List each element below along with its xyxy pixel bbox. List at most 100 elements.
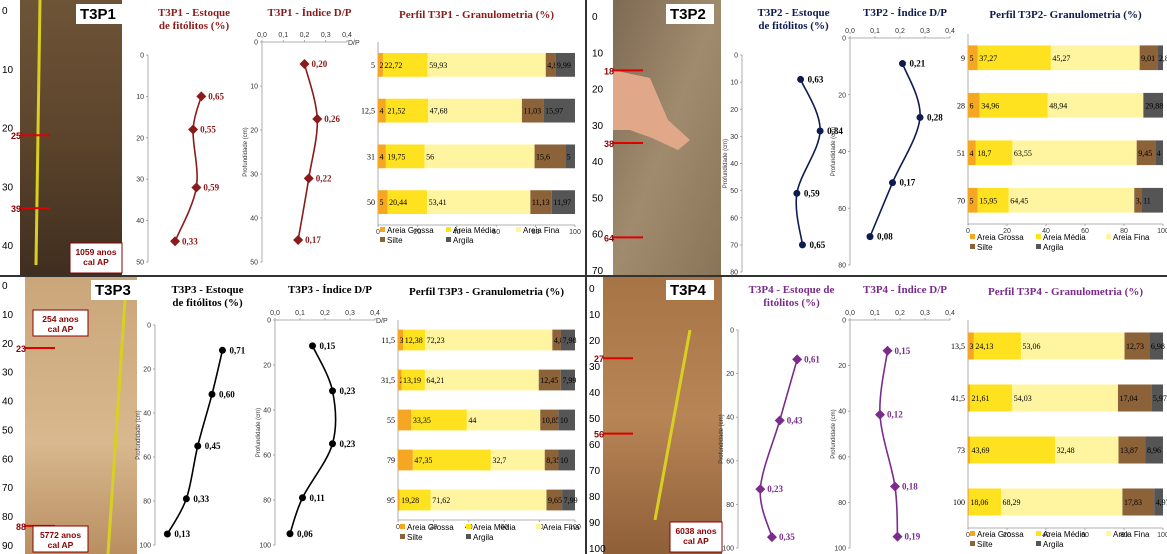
bar-label: 17,83 xyxy=(1124,498,1142,507)
age-label: 1059 anos xyxy=(75,247,116,257)
legend-label: Areia Fina xyxy=(523,226,560,235)
legend-label: Areia Fina xyxy=(1113,530,1150,539)
legend-swatch xyxy=(1036,234,1041,239)
category-label: 55 xyxy=(387,416,395,425)
x-tick-label: 20 xyxy=(414,229,422,236)
bar-label: 4,87 xyxy=(554,336,568,345)
bar-label: 9,65 xyxy=(548,496,562,505)
x-tick-label: 0,3 xyxy=(345,310,355,317)
data-point xyxy=(218,346,226,354)
legend-label: Areia Média xyxy=(1043,233,1086,242)
y-tick-label: 100 xyxy=(722,546,734,553)
bar-label: 21,52 xyxy=(387,107,405,116)
legend-swatch xyxy=(400,524,405,529)
legend-swatch xyxy=(970,244,975,249)
data-label: 0,19 xyxy=(905,532,921,542)
legend-label: Areia Grossa xyxy=(977,233,1024,242)
category-label: 50 xyxy=(367,198,375,207)
bar-label: 12,38 xyxy=(405,336,423,345)
bar-segment xyxy=(1122,488,1155,516)
y-tick-label: 50 xyxy=(136,260,144,267)
bar-label: 29,88 xyxy=(1145,101,1163,110)
bar-segment xyxy=(398,449,413,471)
bar-label: 6 xyxy=(970,101,974,110)
profile-label-bg xyxy=(666,4,714,24)
depth-tick-label: 30 xyxy=(592,121,604,132)
chart-title: T3P3 - Índice D/P xyxy=(288,284,372,296)
y-tick-label: 80 xyxy=(726,502,734,509)
bar-label: 18,06 xyxy=(970,498,988,507)
legend-label: Areia Grossa xyxy=(407,523,454,532)
y-tick-label: 0 xyxy=(147,323,151,330)
bar-label: 8,96 xyxy=(1147,446,1161,455)
legend-swatch xyxy=(536,524,541,529)
data-label: 0,06 xyxy=(297,529,313,539)
bar-segment xyxy=(973,332,1021,360)
depth-tick-label: 0 xyxy=(589,284,595,295)
data-label: 0,60 xyxy=(219,389,235,399)
data-point xyxy=(890,481,900,492)
data-point xyxy=(774,415,785,426)
bar-label: 15,95 xyxy=(979,196,997,205)
data-point xyxy=(309,342,316,350)
depth-marker-label: 39 xyxy=(11,204,21,214)
age-label: cal AP xyxy=(48,324,74,334)
bar-label: 6,98 xyxy=(1151,342,1165,351)
bar-label: 15,97 xyxy=(545,107,563,116)
bar-label: 64,45 xyxy=(1010,196,1028,205)
depth-tick-label: 20 xyxy=(592,85,604,96)
data-point xyxy=(882,345,893,356)
x-tick-label: 0,4 xyxy=(945,310,955,317)
bar-segment xyxy=(1143,92,1144,118)
category-label: 28 xyxy=(957,101,965,110)
bar-label: 68,29 xyxy=(1003,498,1021,507)
bar-label: 54,03 xyxy=(1014,394,1032,403)
bar-segment xyxy=(399,489,431,511)
bar-segment xyxy=(382,52,428,77)
x-tick-label: 20 xyxy=(1003,228,1011,235)
legend-label: Silte xyxy=(387,236,403,245)
data-label: 0,17 xyxy=(305,235,321,245)
legend-label: Areia Média xyxy=(1043,530,1086,539)
series-line xyxy=(174,96,203,242)
legend-label: Argila xyxy=(473,533,494,542)
bar-label: 3 xyxy=(970,342,974,351)
y-tick-label: 10 xyxy=(136,94,144,101)
bar-label: 19,28 xyxy=(401,496,419,505)
category-label: 51 xyxy=(957,149,965,158)
x-tick-label: 40 xyxy=(453,229,461,236)
legend-swatch xyxy=(400,534,405,539)
panel-divider-vertical xyxy=(585,0,587,554)
depth-tick-label: 100 xyxy=(589,544,606,554)
y-tick-label: 80 xyxy=(263,498,271,505)
legend-label: Areia Média xyxy=(473,523,516,532)
y-tick-label: 100 xyxy=(834,546,846,553)
bar-segment xyxy=(968,436,970,464)
data-point xyxy=(755,484,766,495)
data-point xyxy=(889,179,896,187)
bar-label: 12,73 xyxy=(1126,342,1144,351)
x-tick-label: 0,3 xyxy=(321,32,331,39)
y-tick-label: 20 xyxy=(838,92,846,99)
data-point xyxy=(916,113,924,121)
chart-title: T3P2 - Estoque xyxy=(757,7,829,19)
series-line xyxy=(289,345,337,535)
y-tick-label: 0 xyxy=(842,318,846,325)
bar-label: 2 xyxy=(400,376,404,385)
y-tick-label: 20 xyxy=(726,371,734,378)
chart-title: T3P1 - Índice D/P xyxy=(267,7,351,19)
bar-label: 24,13 xyxy=(975,342,993,351)
bar-label: 63,55 xyxy=(1014,149,1032,158)
y-tick-label: 70 xyxy=(730,242,738,249)
bar-label: 13,87 xyxy=(1120,446,1138,455)
bar-label: 48,94 xyxy=(1049,101,1067,110)
profile-label: T3P2 xyxy=(670,6,706,23)
age-label: 5772 anos xyxy=(40,530,81,540)
bar-segment xyxy=(969,384,1013,412)
bar-segment xyxy=(424,369,539,391)
bar-label: 53,06 xyxy=(1022,342,1040,351)
bar-label: 9,99 xyxy=(557,61,571,70)
bar-segment xyxy=(385,144,425,169)
x-tick-label: 40 xyxy=(1042,532,1050,539)
legend-swatch xyxy=(446,237,451,242)
